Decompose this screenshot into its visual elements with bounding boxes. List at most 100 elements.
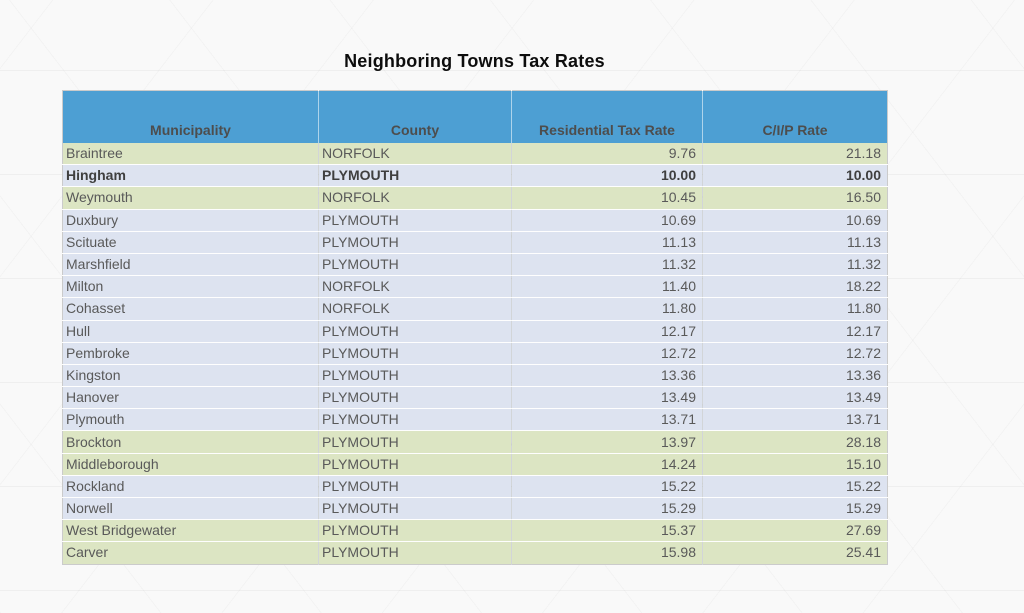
table-row: Weymouth NORFOLK 10.45 16.50 (62, 186, 888, 210)
cell-cip-rate: 13.36 (702, 364, 888, 388)
cell-residential-rate: 14.24 (511, 453, 703, 476)
cell-cip-rate: 27.69 (702, 519, 888, 543)
cell-residential-rate: 11.40 (511, 275, 703, 299)
cell-county: PLYMOUTH (318, 497, 512, 521)
cell-municipality: Hull (62, 320, 319, 343)
cell-cip-rate: 10.69 (702, 209, 888, 232)
cell-municipality: Scituate (62, 231, 319, 254)
cell-cip-rate: 10.00 (702, 164, 888, 188)
table-row: Pembroke PLYMOUTH 12.72 12.72 (62, 342, 888, 365)
table-row: Hanover PLYMOUTH 13.49 13.49 (62, 386, 888, 410)
cell-county: PLYMOUTH (318, 475, 512, 499)
cell-residential-rate: 10.45 (511, 186, 703, 210)
page-title: Neighboring Towns Tax Rates (344, 51, 605, 71)
cell-residential-rate: 13.71 (511, 408, 703, 432)
cell-municipality: Hanover (62, 386, 319, 410)
table-row: Carver PLYMOUTH 15.98 25.41 (62, 541, 888, 565)
cell-county: NORFOLK (318, 297, 512, 321)
cell-cip-rate: 13.71 (702, 408, 888, 432)
cell-municipality: Pembroke (62, 342, 319, 365)
cell-county: PLYMOUTH (318, 209, 512, 232)
cell-municipality: Brockton (62, 430, 319, 454)
cell-municipality: West Bridgewater (62, 519, 319, 543)
table-row: Plymouth PLYMOUTH 13.71 13.71 (62, 408, 888, 432)
cell-cip-rate: 11.32 (702, 253, 888, 277)
cell-county: PLYMOUTH (318, 386, 512, 410)
cell-residential-rate: 15.29 (511, 497, 703, 521)
cell-residential-rate: 15.37 (511, 519, 703, 543)
cell-cip-rate: 15.10 (702, 453, 888, 476)
cell-cip-rate: 28.18 (702, 430, 888, 454)
cell-county: PLYMOUTH (318, 253, 512, 277)
table-row: Milton NORFOLK 11.40 18.22 (62, 275, 888, 299)
cell-county: NORFOLK (318, 143, 512, 166)
cell-cip-rate: 18.22 (702, 275, 888, 299)
table-row: Scituate PLYMOUTH 11.13 11.13 (62, 231, 888, 254)
table-row: Norwell PLYMOUTH 15.29 15.29 (62, 497, 888, 521)
cell-county: PLYMOUTH (318, 342, 512, 365)
table-body: Braintree NORFOLK 9.76 21.18 Hingham PLYMOUTH… (62, 143, 888, 565)
cell-municipality: Weymouth (62, 186, 319, 210)
cell-county: PLYMOUTH (318, 408, 512, 432)
cell-municipality: Rockland (62, 475, 319, 499)
cell-residential-rate: 13.49 (511, 386, 703, 410)
cell-municipality: Norwell (62, 497, 319, 521)
table-row: Middleborough PLYMOUTH 14.24 15.10 (62, 453, 888, 476)
cell-cip-rate: 11.80 (702, 297, 888, 321)
cell-municipality: Marshfield (62, 253, 319, 277)
table-row: Cohasset NORFOLK 11.80 11.80 (62, 297, 888, 321)
cell-residential-rate: 12.72 (511, 342, 703, 365)
cell-county: PLYMOUTH (318, 164, 512, 188)
cell-residential-rate: 10.00 (511, 164, 703, 188)
cell-residential-rate: 15.22 (511, 475, 703, 499)
cell-cip-rate: 12.72 (702, 342, 888, 365)
col-header-county: County (318, 90, 512, 143)
tax-rates-table: Municipality County Residential Tax Rate… (62, 90, 888, 565)
cell-cip-rate: 16.50 (702, 186, 888, 210)
cell-cip-rate: 15.29 (702, 497, 888, 521)
cell-residential-rate: 13.36 (511, 364, 703, 388)
table-row: Duxbury PLYMOUTH 10.69 10.69 (62, 209, 888, 232)
cell-cip-rate: 11.13 (702, 231, 888, 254)
cell-residential-rate: 10.69 (511, 209, 703, 232)
cell-municipality: Duxbury (62, 209, 319, 232)
cell-residential-rate: 9.76 (511, 143, 703, 166)
table-row: Hull PLYMOUTH 12.17 12.17 (62, 320, 888, 343)
cell-cip-rate: 12.17 (702, 320, 888, 343)
cell-residential-rate: 13.97 (511, 430, 703, 454)
cell-municipality: Cohasset (62, 297, 319, 321)
table-row: Brockton PLYMOUTH 13.97 28.18 (62, 430, 888, 454)
header-row: Municipality County Residential Tax Rate… (62, 90, 888, 143)
cell-municipality: Carver (62, 541, 319, 565)
cell-county: PLYMOUTH (318, 364, 512, 388)
cell-municipality: Plymouth (62, 408, 319, 432)
cell-cip-rate: 13.49 (702, 386, 888, 410)
col-header-residential-rate: Residential Tax Rate (511, 90, 703, 143)
cell-county: PLYMOUTH (318, 231, 512, 254)
cell-cip-rate: 15.22 (702, 475, 888, 499)
cell-county: PLYMOUTH (318, 430, 512, 454)
table-row: West Bridgewater PLYMOUTH 15.37 27.69 (62, 519, 888, 543)
table-row: Kingston PLYMOUTH 13.36 13.36 (62, 364, 888, 388)
cell-municipality: Middleborough (62, 453, 319, 476)
table-row: Braintree NORFOLK 9.76 21.18 (62, 143, 888, 166)
cell-municipality: Braintree (62, 143, 319, 166)
cell-residential-rate: 11.32 (511, 253, 703, 277)
cell-residential-rate: 11.80 (511, 297, 703, 321)
cell-municipality: Hingham (62, 164, 319, 188)
cell-residential-rate: 12.17 (511, 320, 703, 343)
col-header-municipality: Municipality (62, 90, 319, 143)
cell-residential-rate: 15.98 (511, 541, 703, 565)
cell-county: NORFOLK (318, 275, 512, 299)
table-row: Hingham PLYMOUTH 10.00 10.00 (62, 164, 888, 188)
cell-residential-rate: 11.13 (511, 231, 703, 254)
cell-county: NORFOLK (318, 186, 512, 210)
cell-cip-rate: 25.41 (702, 541, 888, 565)
col-header-cip-rate: C/I/P Rate (702, 90, 888, 143)
cell-county: PLYMOUTH (318, 519, 512, 543)
cell-cip-rate: 21.18 (702, 143, 888, 166)
cell-county: PLYMOUTH (318, 453, 512, 476)
cell-municipality: Milton (62, 275, 319, 299)
table-row: Rockland PLYMOUTH 15.22 15.22 (62, 475, 888, 499)
